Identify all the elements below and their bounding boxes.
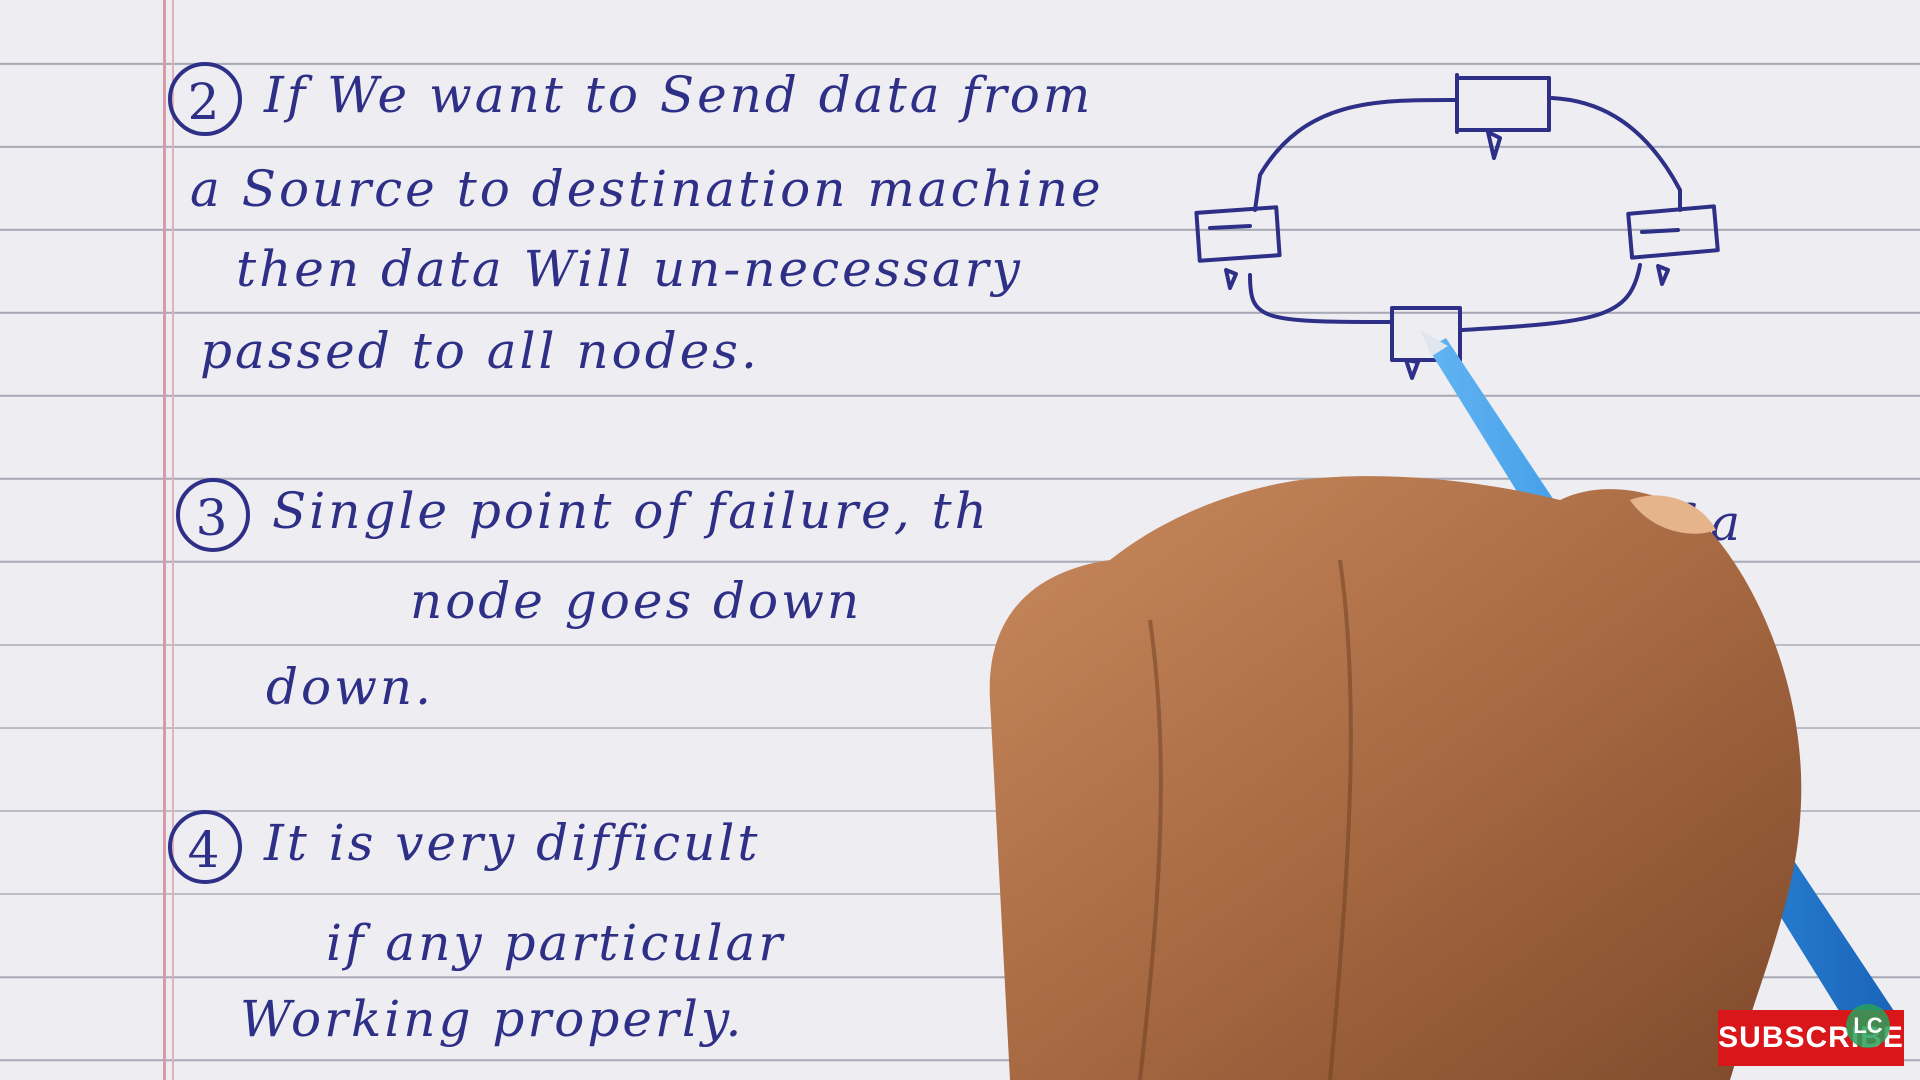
terminal-right (1656, 264, 1670, 286)
note-point-4-line-3: Working properly. (240, 990, 745, 1048)
node-left (1194, 205, 1282, 263)
ring-link-right-bottom (1460, 263, 1642, 332)
note-point-3-line-3: down. (266, 658, 435, 716)
margin-line (163, 0, 166, 1080)
note-point-2-line-2: a Source to destination machine (190, 160, 1104, 218)
note-point-4-line-2: if any particular (326, 914, 786, 972)
node-top-stand (1455, 73, 1551, 134)
ring-link-left-bottom (1248, 273, 1392, 324)
note-point-3-line-1: 3 Single point of failure, th (176, 468, 990, 554)
node-right-shade (1640, 228, 1680, 234)
note-point-2-line-4: passed to all nodes. (200, 322, 760, 380)
margin-line-secondary (172, 0, 174, 1080)
terminal-top (1486, 130, 1502, 160)
note-point-3-line-2: node goes down (410, 572, 863, 630)
note-point-3-line-1-tail: f a (1670, 494, 1744, 552)
channel-logo: LC (1846, 1004, 1890, 1048)
terminal-left (1224, 268, 1238, 290)
point-2-number: 2 (168, 62, 242, 136)
ring-link-top-right (1550, 96, 1682, 212)
point-3-number: 3 (176, 478, 250, 552)
point-2-line-1-text: If We want to Send data from (264, 66, 1094, 124)
terminal-bottom (1404, 358, 1420, 380)
point-4-line-1-text: It is very difficult (264, 814, 761, 872)
node-top (1455, 76, 1551, 132)
ring-link-top-left (1253, 97, 1457, 212)
network-topology-sketch (1194, 73, 1720, 380)
note-point-2-line-3: then data Will un-necessary (236, 240, 1023, 298)
note-point-4-line-1: 4 It is very difficult (168, 800, 760, 886)
point-3-line-1-text: Single point of failure, th (272, 482, 990, 540)
note-point-2-line-1: 2 If We want to Send data from (168, 52, 1093, 138)
node-left-shade (1208, 224, 1252, 230)
node-right (1626, 204, 1720, 260)
point-4-number: 4 (168, 810, 242, 884)
node-bottom (1390, 306, 1462, 362)
